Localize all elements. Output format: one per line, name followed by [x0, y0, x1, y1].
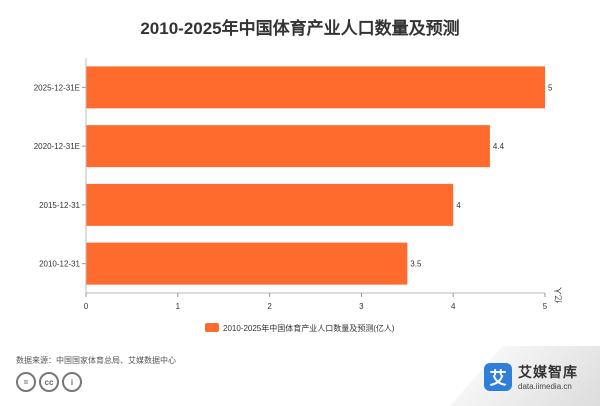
- x-tick-label: 1: [176, 302, 181, 311]
- unit-label: 亿人: [553, 287, 563, 303]
- category-label: 2025-12-31E: [34, 83, 80, 92]
- category-label: 2015-12-31: [39, 201, 80, 210]
- legend: 2010-2025年中国体育产业人口数量及预测(亿人): [205, 323, 395, 333]
- cc-icon: cc: [39, 372, 59, 392]
- value-label: 4.4: [493, 142, 505, 151]
- legend-label: 2010-2025年中国体育产业人口数量及预测(亿人): [223, 323, 395, 333]
- value-label: 3.5: [410, 260, 422, 269]
- source-note: 数据来源：中国国家体育总局、艾媒数据中心: [16, 356, 176, 365]
- equal-icon: =: [16, 372, 36, 392]
- brand-name: 艾媒智库: [518, 364, 578, 380]
- legend-swatch: [205, 323, 219, 332]
- chart-title: 2010-2025年中国体育产业人口数量及预测: [140, 19, 460, 38]
- x-tick-label: 5: [543, 302, 548, 311]
- bar: [86, 125, 490, 168]
- bar: [86, 183, 454, 226]
- value-labels: 5 4.4 4 3.5: [410, 83, 553, 268]
- value-label: 5: [548, 83, 553, 92]
- x-axis: 0 1 2 3 4 5: [84, 58, 548, 311]
- category-label: 2020-12-31E: [34, 142, 80, 151]
- x-tick-label: 0: [84, 302, 89, 311]
- bar: [86, 242, 408, 285]
- x-tick-label: 2: [267, 302, 272, 311]
- licence-icons: = cc i: [16, 372, 82, 392]
- bar-chart: 2025-12-31E 2020-12-31E 2015-12-31 2010-12-…: [34, 58, 563, 333]
- bar: [86, 66, 545, 109]
- value-label: 4: [456, 201, 461, 210]
- x-tick-label: 4: [451, 302, 456, 311]
- brand-logo-icon: 艾: [484, 362, 512, 391]
- x-tick-label: 3: [359, 302, 364, 311]
- brand: 艾 艾媒智库 data.iimedia.cn: [484, 362, 578, 391]
- brand-url: data.iimedia.cn: [518, 382, 572, 391]
- person-icon: i: [62, 372, 82, 392]
- bars-group: [86, 66, 545, 285]
- category-labels: 2025-12-31E 2020-12-31E 2015-12-31 2010-12-…: [34, 83, 86, 269]
- category-label: 2010-12-31: [39, 260, 80, 269]
